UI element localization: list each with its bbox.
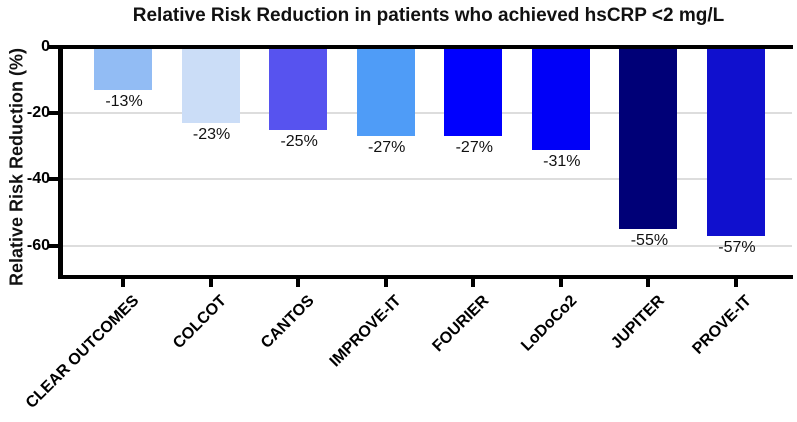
x-tick-fourier	[471, 279, 476, 287]
bar-prove-it	[706, 49, 765, 236]
chart-title: Relative Risk Reduction in patients who …	[132, 5, 725, 26]
x-category-label-prove-it: PROVE-IT	[689, 292, 756, 358]
x-category-label-colcot: COLCOT	[170, 292, 230, 353]
bar-value-label-clear-outcomes: -13%	[105, 93, 143, 111]
gridline--40	[63, 178, 792, 181]
y-tick--60	[48, 243, 59, 248]
x-tick-improve-it	[383, 279, 388, 287]
x-tick-clear-outcomes	[121, 279, 125, 287]
bar-cantos	[269, 49, 328, 130]
y-tick-label--60: -60	[26, 236, 50, 254]
bar-value-label-colcot: -23%	[192, 126, 231, 144]
bar-fourier	[444, 49, 503, 137]
x-category-label-fourier: FOURIER	[429, 292, 493, 356]
x-category-label-clear-outcomes: CLEAR OUTCOMES	[22, 292, 143, 412]
bar-value-label-cantos: -25%	[280, 132, 318, 150]
bar-colcot	[181, 49, 240, 124]
bar-clear-outcomes	[94, 49, 152, 91]
bar-value-label-improve-it: -27%	[368, 139, 406, 157]
y-tick-label--20: -20	[26, 104, 50, 122]
x-tick-cantos	[296, 279, 301, 287]
bar-value-label-fourier: -27%	[455, 139, 493, 157]
y-tick-label--40: -40	[26, 170, 50, 188]
bar-value-label-lodoco2: -31%	[543, 152, 581, 170]
y-axis-line	[58, 45, 63, 279]
bar-value-label-jupiter: -55%	[630, 232, 669, 250]
x-tick-colcot	[208, 279, 213, 287]
y-tick--20	[48, 111, 59, 116]
gridline--60	[63, 244, 792, 247]
x-category-label-lodoco2: LoDoCo2	[517, 292, 581, 355]
gridline--20	[63, 112, 792, 115]
x-axis-bottom-line	[58, 275, 793, 279]
x-tick-jupiter	[646, 279, 651, 287]
y-tick-0	[48, 45, 59, 49]
x-category-label-improve-it: IMPROVE-IT	[327, 292, 406, 371]
bar-value-label-prove-it: -57%	[718, 238, 756, 256]
bar-jupiter	[619, 49, 678, 230]
y-tick-label-0: 0	[41, 38, 50, 55]
x-axis-zero-baseline	[58, 45, 793, 49]
x-tick-prove-it	[733, 279, 738, 287]
bar-lodoco2	[531, 49, 590, 150]
y-tick--40	[48, 177, 59, 182]
x-category-label-jupiter: JUPITER	[607, 292, 668, 353]
bar-improve-it	[356, 49, 415, 137]
x-tick-lodoco2	[558, 279, 563, 287]
x-category-label-cantos: CANTOS	[257, 292, 318, 352]
